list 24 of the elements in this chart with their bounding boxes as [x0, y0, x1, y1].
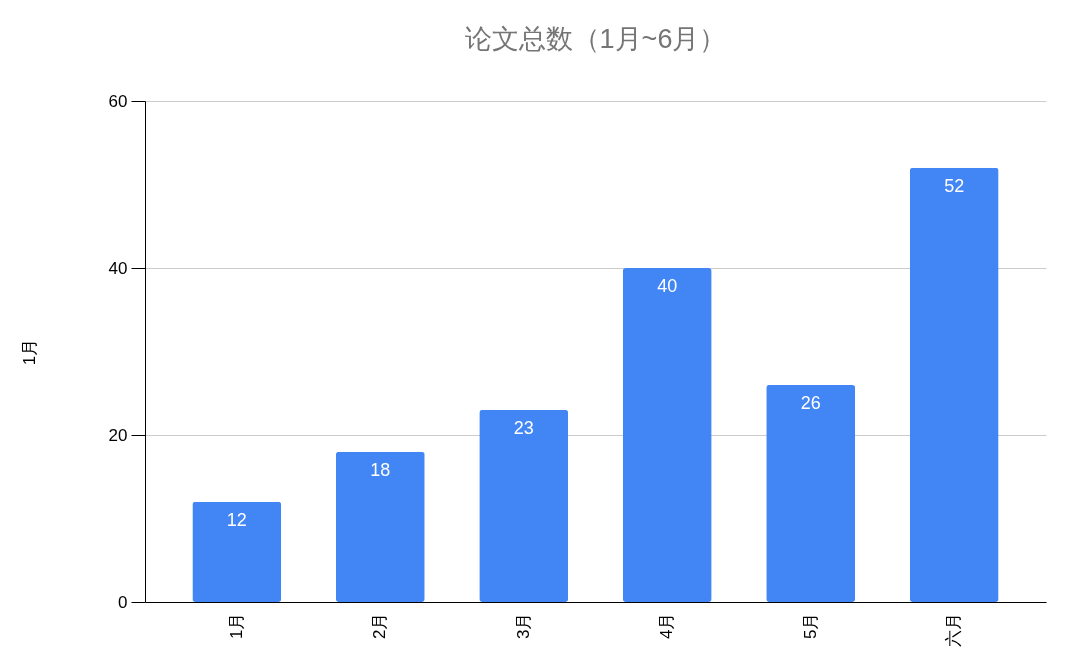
- data-label: 40: [657, 276, 678, 296]
- x-tick-label: 六月: [944, 612, 964, 647]
- bar: [909, 167, 999, 602]
- y-axis-title: 1月: [19, 338, 39, 366]
- y-tick-label: 60: [108, 91, 128, 111]
- x-tick-label: 2月: [370, 612, 390, 639]
- data-label: 23: [513, 417, 534, 438]
- chart-title: 论文总数（1月~6月）: [464, 24, 727, 54]
- data-label: 26: [800, 392, 821, 413]
- data-label: 52: [944, 175, 965, 196]
- x-tick-label: 1月: [226, 612, 246, 639]
- bar: [766, 384, 856, 602]
- data-label: 18: [370, 459, 391, 480]
- x-tick-label: 3月: [513, 612, 533, 639]
- x-tick-label: 5月: [800, 612, 820, 639]
- bar: [335, 451, 425, 602]
- bar: [479, 409, 569, 602]
- y-tick-label: 0: [118, 592, 128, 612]
- data-label: 12: [226, 509, 247, 530]
- y-tick-label: 40: [108, 258, 128, 278]
- bar: [192, 501, 282, 602]
- y-tick-label: 20: [108, 425, 128, 445]
- x-tick-label: 4月: [657, 612, 677, 639]
- bar: [622, 268, 712, 602]
